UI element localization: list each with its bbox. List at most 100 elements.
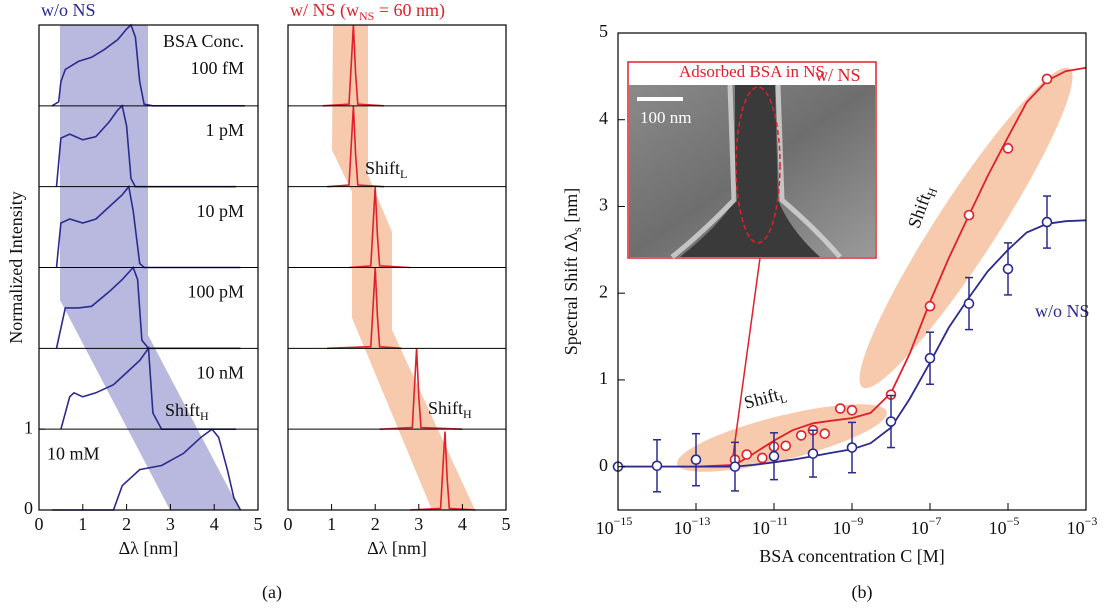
concentration-label: 1 pM	[205, 120, 244, 140]
spectrum	[55, 265, 241, 350]
fit-curve	[618, 219, 1087, 468]
data-point	[1002, 143, 1014, 154]
tick-exponent: −9	[851, 514, 864, 528]
concentration-label: 100 fM	[191, 58, 245, 78]
inset-title: Adsorbed BSA in NS	[679, 62, 825, 81]
y-tick-label: 2	[599, 281, 608, 301]
chart-title: w/ NS (wNS = 60 nm)	[290, 0, 445, 23]
tick-base: 10	[989, 518, 1007, 538]
fit-curve	[618, 66, 1087, 468]
data-point	[924, 352, 936, 364]
x-tick-label: 0	[35, 514, 44, 534]
data-point	[807, 448, 819, 459]
nanoslot	[680, 85, 820, 257]
scale-bar-label: 100 nm	[640, 108, 691, 127]
x-tick-label: 5	[254, 514, 263, 534]
x-tick-label: 4	[458, 514, 467, 534]
shift-band	[332, 25, 475, 510]
x-tick-label: 3	[414, 514, 423, 534]
data-point	[846, 442, 858, 453]
x-tick-label: 2	[371, 514, 380, 534]
y-tick-label: 5	[599, 21, 608, 41]
x-tick-label: 10−9	[833, 514, 864, 538]
chart-title-sub: NS	[359, 9, 374, 23]
y-tick-label: 3	[599, 195, 608, 215]
chart-title: w/o NS	[41, 0, 96, 20]
spectrum	[52, 428, 242, 511]
tick-exponent: −13	[692, 514, 711, 528]
legend-title: BSA Conc.	[163, 31, 244, 51]
tick-exponent: −7	[929, 514, 942, 528]
data-point	[780, 440, 792, 452]
y-tick-label: 0	[599, 455, 608, 475]
data-point	[756, 452, 768, 464]
x-tick-label: 10−7	[911, 514, 942, 538]
data-point	[834, 403, 846, 414]
tick-base: 10	[911, 518, 929, 538]
data-point	[1002, 263, 1014, 275]
annotation-main: Shift	[165, 400, 200, 420]
x-tick-label: 5	[502, 514, 511, 534]
data-point	[885, 416, 897, 427]
tick-base: 10	[596, 518, 614, 538]
tick-exponent: −15	[614, 514, 633, 528]
chart-title-main: w/ NS (w	[290, 0, 359, 21]
concentration-label: 100 pM	[187, 282, 244, 302]
series-label: w/ NS	[815, 65, 861, 85]
annotation-main: Shift	[428, 398, 463, 418]
panel-label: (b)	[852, 582, 873, 603]
x-axis-label: Δλ [nm]	[367, 538, 427, 558]
data-point	[1041, 216, 1053, 228]
data-point	[963, 209, 975, 221]
x-tick-label: 10−5	[989, 514, 1020, 538]
tick-exponent: −11	[770, 514, 788, 528]
x-tick-label: 0	[284, 514, 293, 534]
tick-base: 10	[1067, 518, 1085, 538]
data-point	[1041, 73, 1053, 85]
data-point	[741, 449, 753, 460]
spectrum	[51, 23, 245, 107]
tick-base: 10	[674, 518, 692, 538]
tick-exponent: −3	[1085, 514, 1098, 528]
y-axis-label: Spectral Shift Δλs [nm]	[561, 188, 584, 355]
y-tick-label: 1	[24, 417, 33, 437]
inset: Adsorbed BSA in NS 100 nm	[627, 61, 877, 259]
y-axis-label-tail: [nm]	[561, 188, 581, 228]
annotation: ShiftH	[428, 398, 472, 421]
x-tick-label: 10−11	[752, 514, 788, 538]
x-tick-label: 4	[210, 514, 219, 534]
data-point	[651, 460, 663, 472]
chart-title-tail: = 60 nm)	[374, 0, 445, 21]
spectrum	[410, 431, 476, 511]
concentration-label: 10 pM	[196, 201, 244, 221]
data-point	[963, 298, 975, 309]
x-tick-label: 10−3	[1067, 514, 1098, 538]
y-axis-label-main: Spectral Shift Δλ	[561, 232, 581, 356]
x-axis-label: BSA concentration C [M]	[759, 546, 944, 566]
y-tick-label: 1	[599, 368, 608, 388]
x-axis-label: Δλ [nm]	[119, 538, 179, 558]
y-axis-label: Normalized Intensity	[6, 191, 26, 343]
adsorption-site	[735, 86, 781, 244]
series-label: w/o NS	[1035, 301, 1090, 321]
shift-h-region	[859, 67, 1073, 389]
concentration-label: 10 nM	[196, 362, 244, 382]
inset-pointer	[732, 257, 761, 457]
annotation-sub: H	[463, 407, 472, 421]
panel-label: (a)	[262, 582, 282, 603]
annotation: ShiftL	[365, 158, 407, 181]
slot-edge	[670, 84, 842, 259]
x-tick-label: 10−13	[674, 514, 711, 538]
shift-band	[60, 25, 240, 510]
annotation-main: Shift	[365, 158, 400, 178]
spectrum	[60, 346, 237, 430]
x-tick-label: 1	[327, 514, 336, 534]
data-point	[846, 404, 858, 416]
tick-exponent: −5	[1007, 514, 1020, 528]
data-point	[690, 454, 702, 465]
annotation-sub: L	[400, 167, 407, 181]
data-point	[924, 300, 936, 312]
x-tick-label: 2	[122, 514, 131, 534]
annotation: ShiftL	[742, 383, 789, 416]
